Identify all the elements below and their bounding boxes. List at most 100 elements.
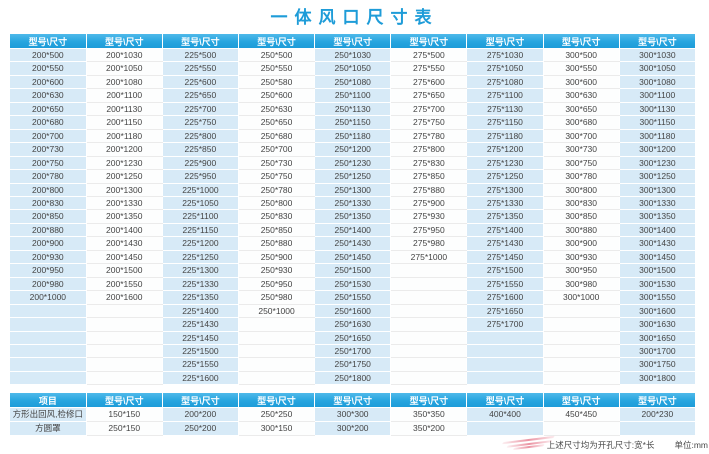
item-label-cell: 方形出回风,检修口 [10,407,87,422]
size-cell: 250*1250 [314,169,392,184]
size-cell: 300*1400 [619,223,697,238]
size-cell: 350*350 [390,407,468,422]
size-cell: 250*680 [238,129,316,144]
size-cell: 275*1500 [466,263,544,278]
size-cell: 250*700 [238,142,316,157]
size-cell: 275*1000 [390,250,468,265]
size-cell: 300*1130 [619,102,697,117]
size-cell [390,304,468,319]
size-cell: 200*750 [10,156,87,171]
size-cell: 275*1330 [466,196,544,211]
size-cell: 250*1330 [314,196,392,211]
table-row: 200*780 200*1250 225*950 250*750 250*1250 275… [10,169,697,184]
accessory-table-header: 项目 型号\尺寸 型号\尺寸 型号\尺寸 型号\尺寸 型号\尺寸 型号\尺寸 型号\尺寸 型号\… [10,393,697,409]
size-cell: 200*1500 [86,263,163,278]
size-cell: 275*1130 [466,102,544,117]
column-header: 型号\尺寸 [390,34,468,49]
size-cell [543,317,620,332]
size-cell: 300*200 [314,421,392,436]
size-cell: 250*200 [162,421,239,436]
size-cell: 275*1450 [466,250,544,265]
size-cell: 225*1050 [162,196,239,211]
size-cell: 225*550 [162,61,239,76]
size-cell [619,421,697,436]
size-cell: 300*300 [314,407,392,422]
size-cell: 200*1200 [86,142,163,157]
size-cell: 250*1230 [314,156,392,171]
size-cell: 300*1430 [619,236,697,251]
size-cell: 300*1630 [619,317,697,332]
size-cell: 300*1080 [619,75,697,90]
size-cell: 200*1400 [86,223,163,238]
size-cell: 300*1530 [619,277,697,292]
size-cell: 225*750 [162,115,239,130]
size-cell: 300*780 [543,169,620,184]
size-cell [238,371,316,386]
size-cell: 200*200 [162,407,239,422]
size-cell: 250*1700 [314,344,392,359]
size-cell: 250*1350 [314,209,392,224]
size-cell: 250*1800 [314,371,392,386]
table-row: 225*1550 250*1750 300*1750 [10,357,697,372]
size-cell: 300*1230 [619,156,697,171]
table-row: 200*650 200*1130 225*700 250*630 250*1130 275… [10,102,697,117]
size-cell: 250*830 [238,209,316,224]
size-cell: 250*730 [238,156,316,171]
size-cell [466,344,544,359]
size-cell: 225*1600 [162,371,239,386]
size-cell: 250*1300 [314,183,392,198]
size-cell: 250*600 [238,88,316,103]
size-cell: 250*1100 [314,88,392,103]
size-cell: 200*1130 [86,102,163,117]
size-cell [238,331,316,345]
size-cell: 250*650 [238,115,316,130]
table-row: 200*500 200*1030 225*500 250*500 250*1030 275… [10,48,697,63]
size-cell: 250*1650 [314,331,392,345]
size-cell [86,317,163,332]
size-cell: 300*800 [543,183,620,198]
size-cell [543,357,620,372]
size-cell: 200*1150 [86,115,163,130]
size-cell: 250*900 [238,250,316,265]
size-cell: 200*1430 [86,236,163,251]
size-cell: 300*1800 [619,371,697,386]
size-cell: 275*700 [390,102,468,117]
size-cell: 250*1750 [314,357,392,372]
size-cell: 275*1650 [466,304,544,319]
size-cell: 250*1180 [314,129,392,144]
table-row: 方圆罩 250*150 250*200 300*150 300*200 350*200 [10,421,697,436]
size-cell: 200*1450 [86,250,163,265]
size-cell: 200*1600 [86,290,163,305]
size-cell: 300*1600 [619,304,697,319]
size-cell [390,344,468,359]
size-cell: 300*850 [543,209,620,224]
table-row: 200*630 200*1100 225*650 250*600 250*1100 275… [10,88,697,103]
size-cell: 275*1080 [466,75,544,90]
size-cell [466,421,544,436]
size-cell: 200*780 [10,169,87,184]
size-cell [86,357,163,372]
size-cell: 250*950 [238,277,316,292]
size-cell: 250*750 [238,169,316,184]
size-cell: 250*1130 [314,102,392,117]
size-cell: 250*880 [238,236,316,251]
size-cell: 300*900 [543,236,620,251]
size-cell: 200*900 [10,236,87,251]
size-cell: 225*1250 [162,250,239,265]
size-cell: 300*750 [543,156,620,171]
size-cell [390,331,468,345]
main-table-header: 型号\尺寸 型号\尺寸 型号\尺寸 型号\尺寸 型号\尺寸 型号\尺寸 型号\尺寸 型号\尺寸… [10,34,697,49]
table-row: 225*1400 250*1000 250*1600 275*1650 300*1600 [10,304,697,319]
size-cell: 300*500 [543,48,620,63]
size-cell [86,331,163,345]
size-cell: 250*1630 [314,317,392,332]
size-cell: 300*680 [543,115,620,130]
size-cell [10,344,87,359]
size-cell: 400*400 [466,407,544,422]
size-cell: 275*1230 [466,156,544,171]
size-cell: 225*950 [162,169,239,184]
size-cell: 300*1450 [619,250,697,265]
size-cell: 275*1150 [466,115,544,130]
size-cell: 200*1080 [86,75,163,90]
size-cell [10,317,87,332]
